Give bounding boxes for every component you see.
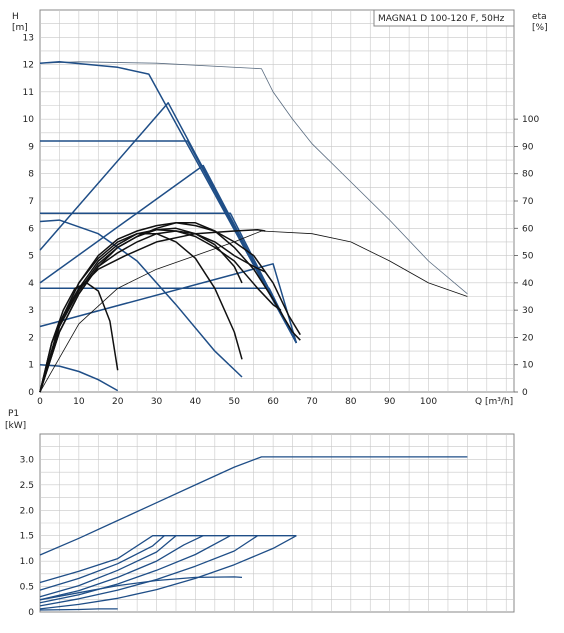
y2-tick-label: 10 [522,361,534,371]
y-tick-label: 13 [23,33,34,43]
y2-tick-label: 20 [522,333,534,343]
x-tick-label: 80 [345,397,357,407]
y-tick-label: 5 [28,252,34,262]
y-axis-unit-p1: [kW] [5,421,26,431]
x-tick-label: 100 [420,397,437,407]
lower-grid [40,434,514,612]
upper-tick-labels: 0 10 20 30 40 50 60 70 80 90 100012345678910111213… [23,33,540,407]
y-tick-label: 3 [28,306,34,316]
y2-tick-label: 60 [522,224,534,234]
power-curve [39,535,231,604]
x-tick-label: 30 [151,397,163,407]
y-tick-label: 0 [28,388,34,398]
x-axis-label-q: Q [m³/h] [475,397,513,407]
chart-title: MAGNA1 D 100-120 F, 50Hz [378,14,505,24]
x-tick-label: 70 [306,397,318,407]
y-tick-label: 6 [28,224,34,234]
p1-tick-label: 1.5 [20,532,34,542]
efficiency-curve [39,230,468,393]
lower-panel: 0 0.5 1.0 1.5 2.0 2.5 3.0 P1 [kW] [5,409,515,618]
power-curve [39,535,297,610]
p1-tick-label: 3.0 [20,455,35,465]
y-axis-label-h: H [12,12,19,22]
y2-tick-label: 0 [522,388,528,398]
y2-tick-label: 80 [522,170,534,180]
power-curve [39,535,258,607]
power-curve [39,535,165,591]
power-curve [39,456,468,556]
y2-tick-label: 100 [522,115,539,125]
y-tick-label: 8 [28,170,34,180]
x-tick-label: 20 [112,397,124,407]
y-tick-label: 7 [28,197,34,207]
power-curve [39,535,297,584]
p1-tick-label: 2.5 [20,481,34,491]
upper-curves [39,61,468,393]
y2-tick-label: 70 [522,197,534,207]
x-tick-label: 40 [190,397,202,407]
head-curve [39,219,243,378]
p1-tick-label: 2.0 [20,506,35,516]
y-tick-label: 2 [28,333,34,343]
power-curve [39,535,204,601]
lower-curves [39,456,468,611]
power-curve [39,608,118,611]
y-tick-label: 9 [28,142,34,152]
head-curve [39,164,298,344]
y2-tick-label: 30 [522,306,534,316]
y-tick-label: 1 [28,361,34,371]
y-tick-label: 10 [23,115,35,125]
power-curve [39,535,177,598]
x-tick-label: 50 [229,397,241,407]
y2-tick-label: 40 [522,279,534,289]
x-tick-label: 10 [73,397,85,407]
head-curve [39,61,298,344]
p1-tick-label: 0 [28,608,34,618]
y-tick-label: 12 [23,61,34,71]
x-tick-label: 0 [37,397,43,407]
chart-title-box [373,9,515,27]
y-tick-label: 4 [28,279,34,289]
y-axis-unit-h: [m] [12,23,28,33]
y-axis-label-p1: P1 [8,409,19,419]
upper-panel: 0 10 20 30 40 50 60 70 80 90 100012345678910111213… [12,9,548,407]
twin-head-curve [39,61,468,295]
y2-tick-label: 90 [522,142,534,152]
efficiency-curve [39,232,243,393]
p1-tick-label: 1.0 [20,557,35,567]
head-curve [39,363,119,392]
lower-tick-labels: 0 0.5 1.0 1.5 2.0 2.5 3.0 [20,455,35,618]
power-curve [39,576,243,601]
x-tick-label: 90 [384,397,396,407]
x-tick-label: 60 [267,397,279,407]
y2-tick-label: 50 [522,252,534,262]
efficiency-curve [39,282,119,393]
y-tick-label: 11 [23,88,34,98]
p1-tick-label: 0.5 [20,583,34,593]
y2-axis-label-eta: eta [532,12,547,22]
y2-axis-unit-eta: [%] [532,23,548,33]
